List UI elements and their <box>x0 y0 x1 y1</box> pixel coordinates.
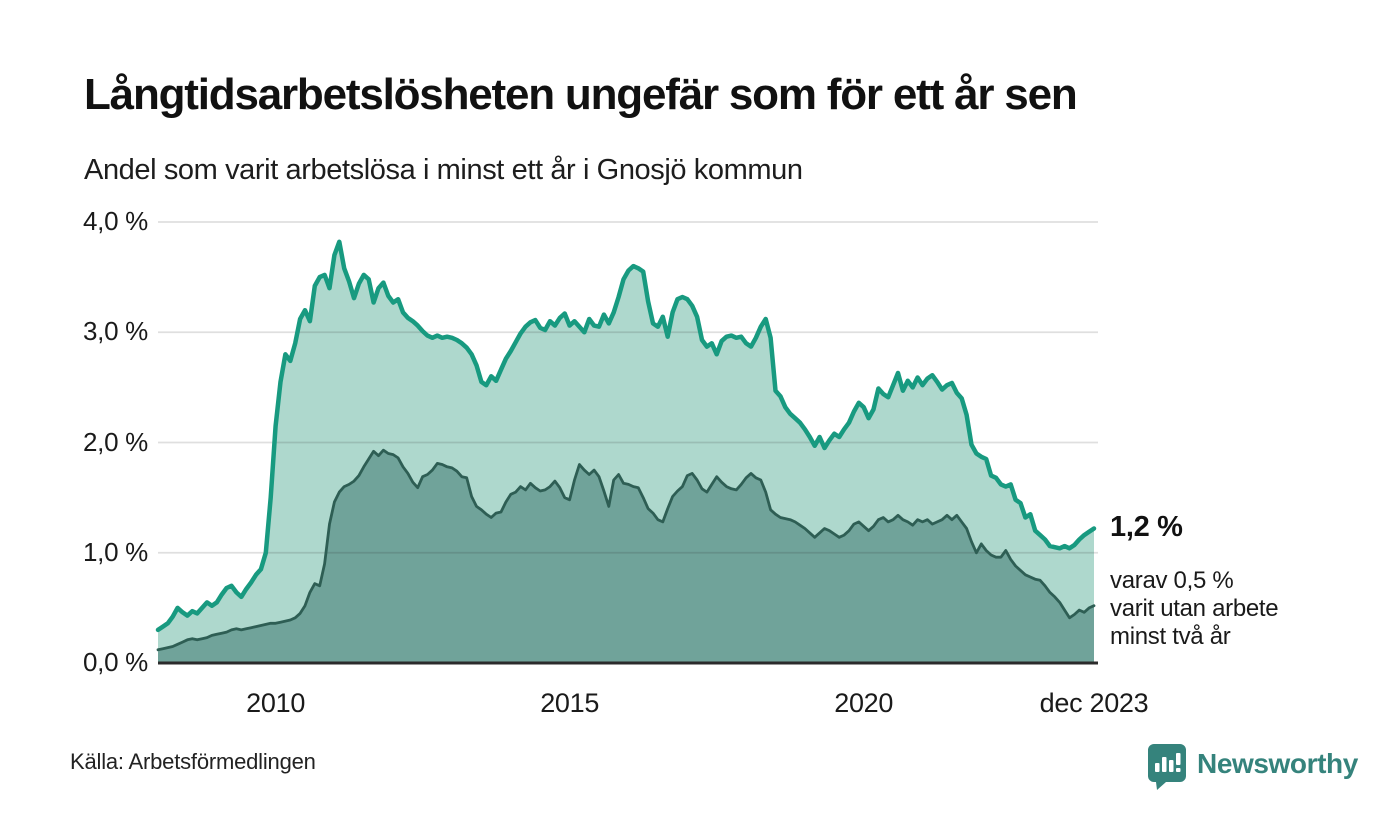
y-tick-label-0: 0,0 % <box>83 647 148 677</box>
x-tick-label-2015: 2015 <box>540 688 600 718</box>
area-two-year <box>158 450 1094 663</box>
brand-logo: Newsworthy <box>1146 743 1358 793</box>
line-one-year <box>155 239 1097 633</box>
brand-name: Newsworthy <box>1197 748 1358 779</box>
x-tick-label-2010: 2010 <box>246 688 306 718</box>
line-two-year <box>156 448 1096 652</box>
chart-subtitle: Andel som varit arbetslösa i minst ett å… <box>84 154 803 186</box>
end-value-label: 1,2 % <box>1110 511 1183 543</box>
end-sub-label-line: minst två år <box>1110 623 1231 650</box>
page-title: Långtidsarbetslösheten ungefär som för e… <box>84 70 1078 119</box>
x-tick-label-2020: 2020 <box>834 688 894 718</box>
source-note: Källa: Arbetsförmedlingen <box>70 749 316 774</box>
y-tick-label-2: 2,0 % <box>83 426 148 457</box>
newsworthy-icon <box>1148 744 1186 790</box>
y-tick-label-4: 4,0 % <box>83 206 148 236</box>
end-sub-label-line: varav 0,5 % <box>1110 567 1234 594</box>
end-sub-label-line: varit utan arbete <box>1110 595 1279 622</box>
x-tick-label-dec-2023: dec 2023 <box>1039 688 1149 718</box>
y-tick-label-3: 3,0 % <box>83 316 148 347</box>
y-tick-label-1: 1,0 % <box>83 536 148 567</box>
end-sub-label: varav 0,5 % varit utan arbete minst två år <box>1110 567 1279 651</box>
